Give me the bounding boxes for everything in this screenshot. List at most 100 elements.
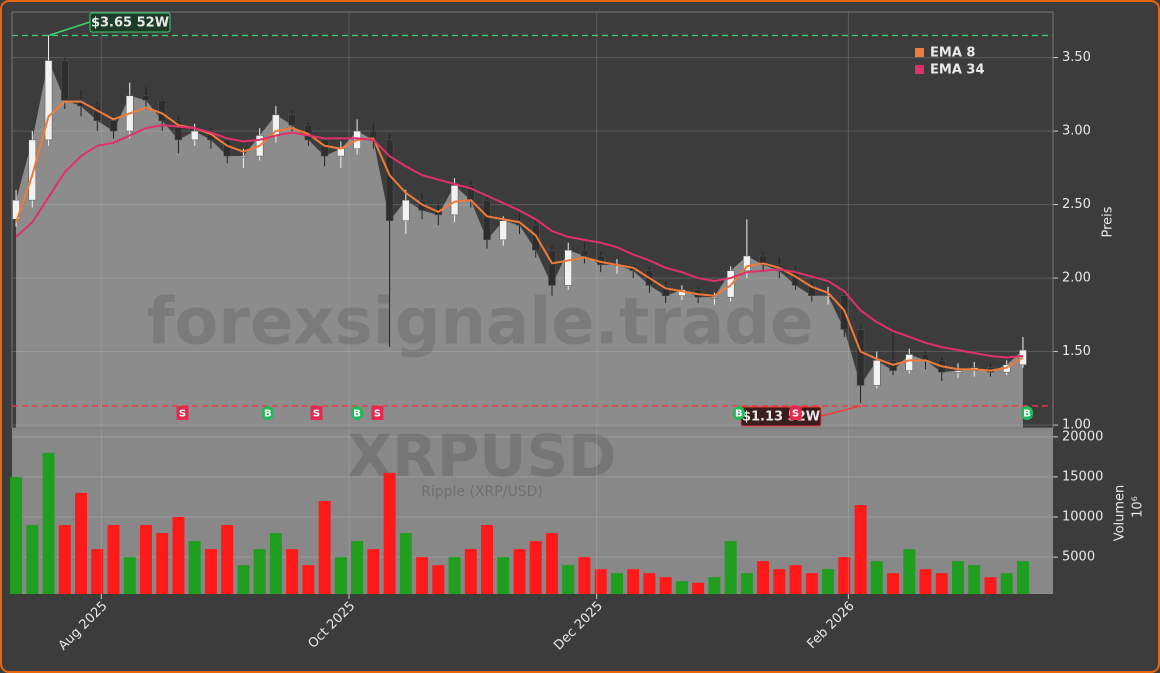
volume-bar: [107, 525, 120, 594]
signal-label: B: [264, 409, 272, 420]
volume-bar: [773, 569, 786, 594]
volume-bar: [399, 533, 412, 594]
volume-bar: [269, 533, 282, 594]
candle-body: [402, 199, 410, 221]
volume-bar: [139, 525, 152, 594]
volume-bar: [708, 577, 721, 594]
candle-body: [905, 354, 914, 371]
volume-bar: [968, 565, 981, 594]
signal-marker: [732, 406, 745, 420]
volume-bar: [497, 557, 510, 594]
candle-body: [499, 220, 508, 241]
y-tick-label: 1.50: [1062, 344, 1091, 359]
subtitle-watermark: Ripple (XRP/USD): [421, 484, 543, 500]
volume-axis-label: Volumen: [1113, 485, 1128, 542]
volume-bar: [383, 472, 396, 594]
candle-body: [873, 360, 881, 386]
volume-bar: [627, 569, 640, 594]
candle-body: [239, 155, 248, 158]
signal-label: S: [374, 409, 381, 420]
volume-bar: [172, 517, 185, 594]
volume-bar: [887, 573, 900, 594]
volume-bar: [75, 492, 88, 594]
volume-bar: [318, 500, 331, 594]
volume-bar: [481, 525, 494, 594]
annotation-arrow: [48, 21, 91, 37]
volume-bar: [26, 525, 39, 594]
candle-body: [531, 224, 540, 251]
volume-bar: [789, 565, 802, 594]
y-tick-label: 2.00: [1062, 271, 1091, 286]
volume-bar: [1000, 573, 1013, 594]
signal-marker: [310, 406, 323, 420]
signal-marker: [1021, 406, 1034, 420]
volume-bar: [302, 565, 315, 594]
y-tick-label: 1.00: [1062, 418, 1091, 433]
candle-body: [142, 95, 150, 101]
signal-marker: [261, 406, 274, 420]
y-tick-label: 3.50: [1062, 50, 1091, 65]
candle-body: [190, 130, 199, 141]
volume-bar: [188, 541, 201, 594]
annotation-arrow: [820, 405, 861, 417]
volume-bar: [42, 452, 55, 594]
volume-bar: [10, 476, 23, 594]
signal-marker: [789, 406, 802, 420]
candle-body: [288, 114, 296, 126]
candle-body: [808, 285, 816, 296]
volume-bar: [610, 573, 623, 594]
signal-marker: [351, 406, 364, 420]
signal-label: B: [735, 409, 743, 420]
annotation-label: $1.13 52W: [742, 410, 820, 425]
signal-label: B: [1023, 409, 1031, 420]
volume-bar: [675, 581, 688, 594]
candle-body: [174, 120, 183, 141]
legend-swatch: [915, 48, 924, 57]
close-area: [16, 60, 1023, 428]
volume-bar: [594, 569, 607, 594]
volume-bar: [659, 577, 672, 594]
candle-body: [223, 139, 231, 157]
volume-bar: [448, 557, 461, 594]
volume-bar: [838, 557, 851, 594]
watermark: forexsignale.trade: [147, 286, 814, 360]
volume-bar: [204, 549, 217, 594]
volume-bar: [643, 573, 656, 594]
volume-bar: [903, 549, 916, 594]
y-tick-label: 3.00: [1062, 124, 1091, 139]
volume-bar: [237, 565, 250, 594]
volume-bar: [123, 557, 136, 594]
volume-bar: [724, 541, 737, 594]
volume-bar: [351, 541, 364, 594]
volume-bar: [367, 549, 380, 594]
signal-label: S: [313, 409, 320, 420]
legend-label: EMA 8: [930, 46, 975, 61]
volume-bar: [513, 549, 526, 594]
candle-body: [61, 60, 69, 101]
candle-body: [158, 99, 166, 122]
price-axis-label: Preis: [1101, 206, 1116, 237]
candle-body: [320, 139, 329, 157]
candle-body: [337, 148, 345, 157]
volume-bar: [286, 549, 299, 594]
volume-bar: [919, 569, 932, 594]
candle-body: [743, 255, 751, 271]
candle-body: [856, 329, 865, 386]
volume-bar: [432, 565, 445, 594]
volume-bar: [854, 504, 867, 594]
annotation-label: $3.65 52W: [91, 16, 169, 31]
volume-axis-exponent: 10⁶: [1131, 496, 1146, 518]
volume-bar: [578, 557, 591, 594]
volume-bar: [529, 541, 542, 594]
y-tick-label: 15000: [1062, 469, 1103, 484]
signal-label: S: [179, 409, 186, 420]
candle-body: [483, 199, 491, 241]
signal-label: S: [792, 409, 799, 420]
volume-bar: [822, 569, 835, 594]
volume-bar: [562, 565, 575, 594]
candle-body: [661, 285, 670, 296]
volume-bar: [334, 557, 347, 594]
signal-marker: [371, 406, 384, 420]
candle-body: [710, 296, 719, 299]
volume-bar: [221, 525, 234, 594]
